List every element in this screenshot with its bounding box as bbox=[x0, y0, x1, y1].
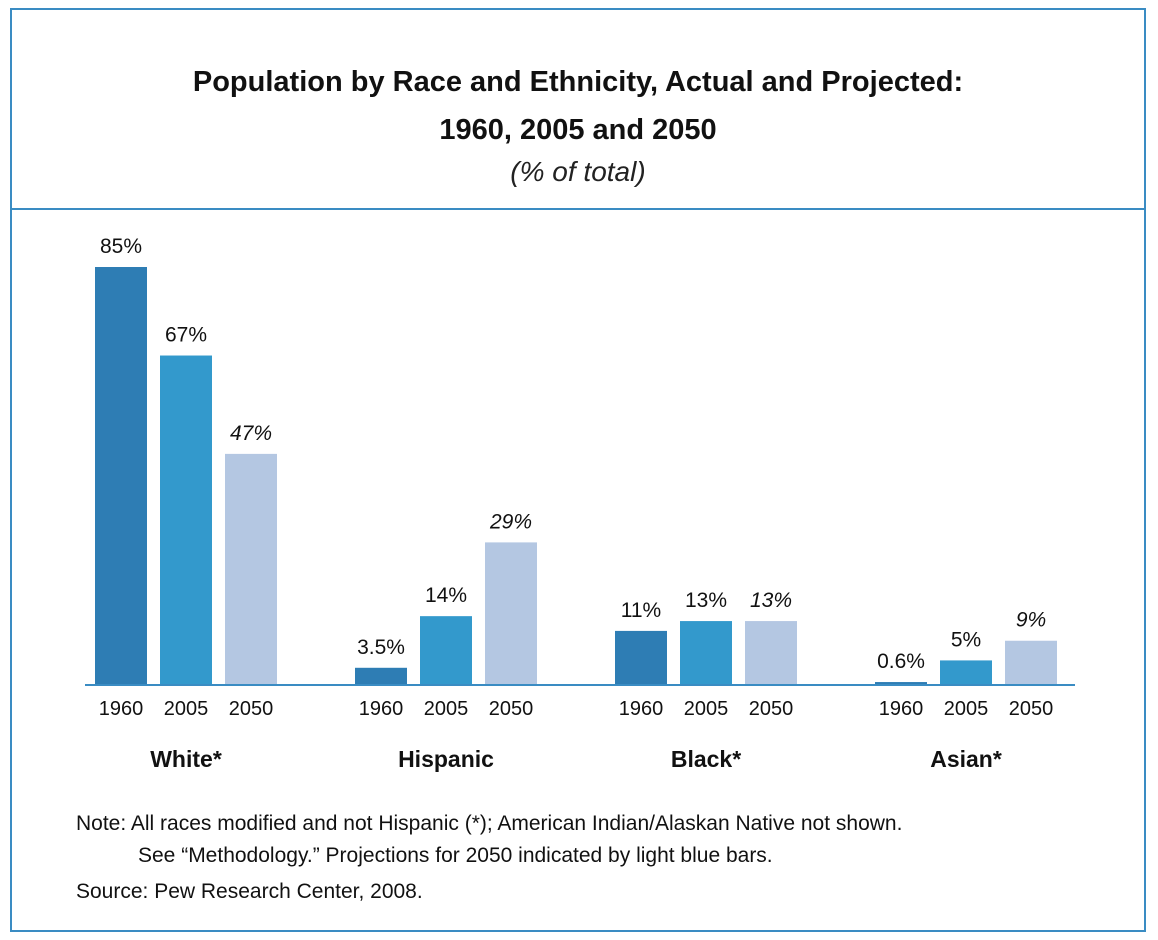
category-label: White* bbox=[150, 746, 222, 772]
bar-chart: 85% 1960 67% 2005 47% 2050 White* 3.5% 1960 14% 20… bbox=[85, 235, 1075, 772]
data-label: 85% bbox=[100, 235, 142, 258]
data-label: 13% bbox=[685, 589, 727, 612]
data-label: 3.5% bbox=[357, 636, 405, 659]
bar-white-2005 bbox=[160, 355, 212, 685]
data-label: 0.6% bbox=[877, 650, 925, 673]
data-label: 5% bbox=[951, 628, 981, 651]
bar-black-2050 bbox=[745, 621, 797, 685]
data-label: 29% bbox=[489, 510, 532, 533]
year-tick-label: 2005 bbox=[944, 698, 989, 720]
year-tick-label: 1960 bbox=[99, 698, 144, 720]
year-tick-label: 1960 bbox=[619, 698, 664, 720]
chart-title-line2: 1960, 2005 and 2050 bbox=[439, 114, 717, 146]
bar-white-1960 bbox=[95, 267, 147, 685]
data-label: 47% bbox=[230, 422, 272, 445]
bar-asian-1960 bbox=[875, 682, 927, 685]
bar-hispanic-2005 bbox=[420, 616, 472, 685]
bar-hispanic-2050 bbox=[485, 542, 537, 685]
year-tick-label: 2050 bbox=[489, 698, 534, 720]
chart-header: Population by Race and Ethnicity, Actual… bbox=[12, 10, 1144, 210]
bar-black-1960 bbox=[615, 630, 667, 685]
bar-hispanic-1960 bbox=[355, 667, 407, 685]
chart-note: Note: All races modified and not Hispani… bbox=[76, 808, 902, 872]
note-line-1: Note: All races modified and not Hispani… bbox=[76, 812, 903, 835]
bar-asian-2005 bbox=[940, 660, 992, 685]
category-label: Black* bbox=[671, 746, 741, 772]
year-tick-label: 1960 bbox=[359, 698, 404, 720]
year-tick-label: 2005 bbox=[684, 698, 729, 720]
data-label: 9% bbox=[1016, 609, 1046, 632]
chart-title-line1: Population by Race and Ethnicity, Actual… bbox=[192, 66, 964, 98]
data-label: 11% bbox=[621, 599, 661, 622]
bar-asian-2050 bbox=[1005, 640, 1057, 685]
year-tick-label: 2050 bbox=[749, 698, 794, 720]
chart-subtitle: (% of total) bbox=[510, 156, 646, 187]
bar-white-2050 bbox=[225, 453, 277, 685]
data-label: 13% bbox=[750, 589, 792, 612]
data-label: 14% bbox=[425, 584, 467, 607]
chart-source: Source: Pew Research Center, 2008. bbox=[76, 880, 423, 903]
header-divider bbox=[12, 208, 1144, 210]
year-tick-label: 2050 bbox=[1009, 698, 1054, 720]
category-label: Asian* bbox=[930, 746, 1002, 772]
bar-black-2005 bbox=[680, 621, 732, 685]
year-tick-label: 2050 bbox=[229, 698, 274, 720]
year-tick-label: 2005 bbox=[164, 698, 209, 720]
note-line-2: See “Methodology.” Projections for 2050 … bbox=[138, 844, 773, 867]
chart-title: Population by Race and Ethnicity, Actual… bbox=[12, 58, 1144, 154]
data-label: 67% bbox=[165, 324, 207, 347]
year-tick-label: 2005 bbox=[424, 698, 469, 720]
category-label: Hispanic bbox=[398, 746, 494, 772]
year-tick-label: 1960 bbox=[879, 698, 924, 720]
